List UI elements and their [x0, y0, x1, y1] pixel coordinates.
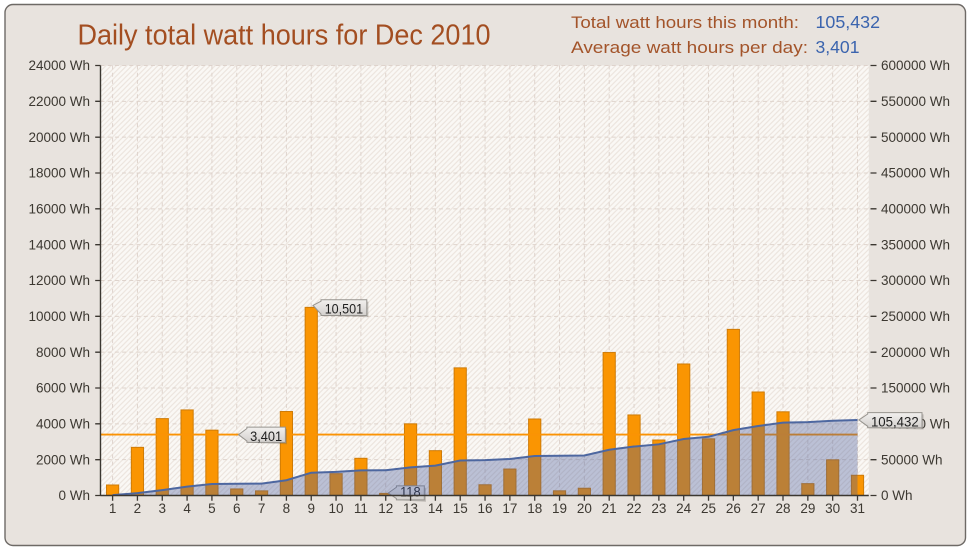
svg-text:10: 10 [329, 501, 344, 516]
svg-text:31: 31 [850, 501, 865, 516]
svg-text:20: 20 [577, 501, 592, 516]
svg-text:23: 23 [651, 501, 666, 516]
svg-text:450000 Wh: 450000 Wh [881, 166, 950, 181]
svg-text:24000 Wh: 24000 Wh [28, 58, 90, 73]
svg-text:18: 18 [527, 501, 542, 516]
svg-text:4: 4 [183, 501, 191, 516]
svg-text:118: 118 [400, 485, 421, 501]
svg-text:29: 29 [800, 501, 815, 516]
svg-text:2000 Wh: 2000 Wh [36, 452, 90, 467]
svg-text:4000 Wh: 4000 Wh [36, 416, 90, 431]
svg-text:300000 Wh: 300000 Wh [881, 273, 950, 288]
svg-text:550000 Wh: 550000 Wh [881, 94, 950, 109]
svg-text:27: 27 [751, 501, 766, 516]
svg-text:5: 5 [208, 501, 216, 516]
svg-text:18000 Wh: 18000 Wh [28, 166, 90, 181]
svg-text:2: 2 [134, 501, 142, 516]
svg-text:13: 13 [403, 501, 418, 516]
svg-text:8000 Wh: 8000 Wh [36, 345, 90, 360]
svg-text:14: 14 [428, 501, 444, 516]
svg-text:6: 6 [233, 501, 241, 516]
svg-text:3,401: 3,401 [250, 429, 282, 445]
svg-text:26: 26 [726, 501, 741, 516]
svg-text:28: 28 [775, 501, 790, 516]
svg-text:8: 8 [283, 501, 291, 516]
svg-text:6000 Wh: 6000 Wh [36, 381, 90, 396]
svg-text:105,432: 105,432 [816, 12, 881, 32]
svg-text:400000 Wh: 400000 Wh [881, 201, 950, 216]
svg-text:10,501: 10,501 [325, 302, 363, 318]
svg-text:3: 3 [159, 501, 167, 516]
svg-text:14000 Wh: 14000 Wh [28, 237, 90, 252]
svg-text:19: 19 [552, 501, 567, 516]
svg-text:500000 Wh: 500000 Wh [881, 130, 950, 145]
svg-text:1: 1 [109, 501, 117, 516]
svg-text:30: 30 [825, 501, 840, 516]
svg-text:150000 Wh: 150000 Wh [881, 381, 950, 396]
svg-text:10000 Wh: 10000 Wh [28, 309, 90, 324]
svg-text:21: 21 [602, 501, 617, 516]
svg-text:250000 Wh: 250000 Wh [881, 309, 950, 324]
svg-text:16: 16 [478, 501, 493, 516]
svg-text:50000 Wh: 50000 Wh [881, 452, 943, 467]
svg-text:200000 Wh: 200000 Wh [881, 345, 950, 360]
svg-text:600000 Wh: 600000 Wh [881, 58, 950, 73]
svg-text:12: 12 [378, 501, 393, 516]
svg-text:0 Wh: 0 Wh [881, 488, 913, 503]
svg-text:20000 Wh: 20000 Wh [28, 130, 90, 145]
svg-text:350000 Wh: 350000 Wh [881, 237, 950, 252]
svg-text:Total watt hours this month:: Total watt hours this month: [571, 14, 799, 32]
svg-text:9: 9 [307, 501, 315, 516]
svg-text:15: 15 [453, 501, 468, 516]
svg-text:11: 11 [354, 501, 368, 516]
svg-text:105,432: 105,432 [871, 414, 919, 430]
svg-text:0 Wh: 0 Wh [58, 488, 90, 503]
svg-text:24: 24 [676, 501, 692, 516]
svg-text:7: 7 [258, 501, 266, 516]
svg-text:22: 22 [627, 501, 642, 516]
svg-text:25: 25 [701, 501, 716, 516]
svg-text:17: 17 [502, 501, 517, 516]
svg-text:Average watt hours per day:: Average watt hours per day: [571, 39, 808, 57]
svg-text:12000 Wh: 12000 Wh [28, 273, 90, 288]
svg-text:Daily total watt hours for Dec: Daily total watt hours for Dec 2010 [78, 20, 491, 52]
svg-text:3,401: 3,401 [816, 37, 860, 57]
svg-text:16000 Wh: 16000 Wh [28, 201, 90, 216]
svg-text:22000 Wh: 22000 Wh [28, 94, 90, 109]
